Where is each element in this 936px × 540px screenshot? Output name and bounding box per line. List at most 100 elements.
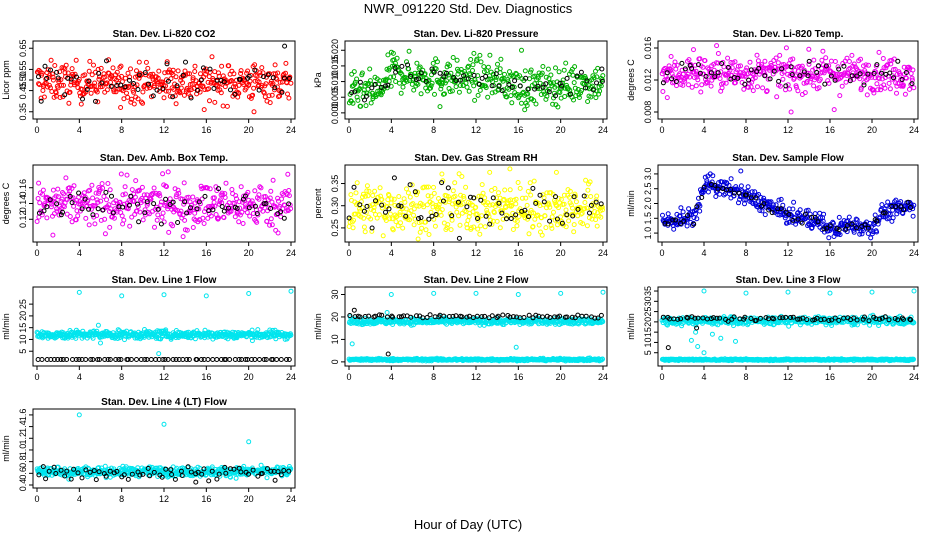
series-1 <box>659 43 917 115</box>
data-point <box>203 293 209 299</box>
data-point <box>288 80 294 86</box>
x-tick-label: 12 <box>159 248 169 258</box>
data-point <box>48 67 53 73</box>
data-point <box>588 202 594 208</box>
data-point <box>598 83 604 89</box>
data-point <box>75 213 81 219</box>
data-point <box>247 213 253 219</box>
data-point <box>144 192 150 198</box>
data-point <box>674 62 680 68</box>
data-point <box>259 83 265 89</box>
data-point <box>694 216 700 222</box>
data-point <box>892 66 898 72</box>
data-point <box>216 186 221 192</box>
data-point <box>131 199 137 204</box>
data-point <box>373 198 378 204</box>
data-point <box>478 197 484 203</box>
data-point <box>691 221 697 227</box>
data-point <box>38 98 44 104</box>
y-tick-label: 0.25 <box>330 219 340 237</box>
data-point <box>542 213 548 219</box>
data-point <box>416 216 421 221</box>
data-point <box>828 73 834 79</box>
data-point <box>578 69 584 75</box>
data-point <box>836 214 842 220</box>
data-point <box>823 55 829 61</box>
data-point <box>491 210 497 216</box>
data-point <box>750 88 756 94</box>
data-point <box>403 213 409 219</box>
data-point <box>466 214 472 219</box>
data-point <box>474 313 480 319</box>
data-point <box>903 70 909 75</box>
data-point <box>114 69 120 75</box>
data-point <box>384 314 390 320</box>
data-point <box>455 199 461 205</box>
data-point <box>591 75 597 81</box>
data-point <box>429 213 435 219</box>
data-point <box>891 75 896 81</box>
data-point <box>823 63 829 69</box>
data-point <box>210 207 216 213</box>
data-point <box>154 217 160 223</box>
data-point <box>540 314 545 320</box>
data-point <box>505 77 511 83</box>
data-point <box>696 62 701 68</box>
data-point <box>487 52 493 58</box>
data-point <box>283 60 289 66</box>
data-point <box>70 195 76 201</box>
data-point <box>360 194 365 200</box>
data-point <box>474 56 480 62</box>
data-point <box>459 314 465 320</box>
data-point <box>210 357 216 362</box>
data-point <box>890 215 896 221</box>
data-point <box>36 81 42 87</box>
data-point <box>777 52 783 58</box>
data-point <box>200 65 206 71</box>
data-point <box>588 94 594 100</box>
data-point <box>687 74 693 80</box>
data-point <box>122 84 128 90</box>
data-point <box>756 71 762 77</box>
data-point <box>163 83 169 89</box>
data-point <box>894 90 899 96</box>
chart-panel-5: Stan. Dev. Gas Stream RH0 4 8 12 16 20 240.250… <box>313 153 608 258</box>
data-point <box>261 357 267 362</box>
data-point <box>786 211 792 217</box>
data-point <box>424 315 430 320</box>
data-point <box>385 197 391 203</box>
data-point <box>899 77 905 82</box>
chart-panel-3: Stan. Dev. Li-820 Temp.0 4 8 12 16 20 240.0080… <box>626 29 919 135</box>
data-point <box>805 207 811 213</box>
x-tick-label: 12 <box>783 248 793 258</box>
data-point <box>490 195 496 201</box>
data-point <box>531 98 537 103</box>
data-point <box>910 213 916 219</box>
data-point <box>441 74 447 80</box>
data-point <box>762 58 768 64</box>
data-point <box>728 187 733 192</box>
data-point <box>251 109 257 115</box>
data-point <box>715 70 721 76</box>
data-point <box>54 208 60 214</box>
y-tick-label: 0.015 <box>330 55 340 78</box>
data-point <box>524 202 530 208</box>
data-point <box>482 195 488 201</box>
data-point <box>233 193 239 199</box>
data-point <box>414 60 420 66</box>
data-point <box>170 67 176 73</box>
data-point <box>438 86 444 92</box>
data-point <box>207 66 213 72</box>
data-point <box>354 180 360 186</box>
data-point <box>189 205 195 211</box>
data-point <box>83 357 89 362</box>
data-point <box>357 202 363 208</box>
y-tick-label: 0.65 <box>18 39 28 57</box>
data-point <box>447 89 453 95</box>
data-point <box>95 206 101 212</box>
data-point <box>231 84 236 90</box>
data-point <box>746 77 752 83</box>
data-point <box>437 199 443 204</box>
data-point <box>563 60 569 66</box>
data-point <box>187 82 193 87</box>
